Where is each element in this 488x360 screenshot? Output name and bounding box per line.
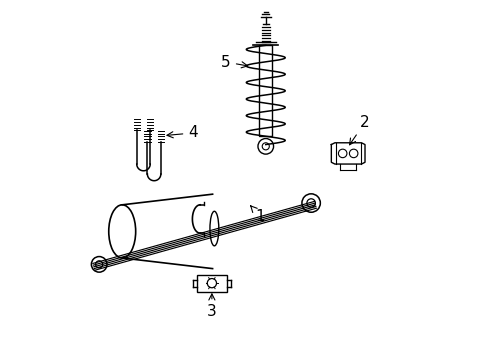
Text: 1: 1 bbox=[250, 206, 264, 224]
Bar bbox=[197, 275, 226, 292]
Text: 4: 4 bbox=[166, 126, 198, 140]
Text: 5: 5 bbox=[221, 55, 247, 69]
Text: 2: 2 bbox=[349, 115, 369, 145]
Bar bbox=[259, 45, 272, 136]
Text: 3: 3 bbox=[206, 294, 216, 319]
